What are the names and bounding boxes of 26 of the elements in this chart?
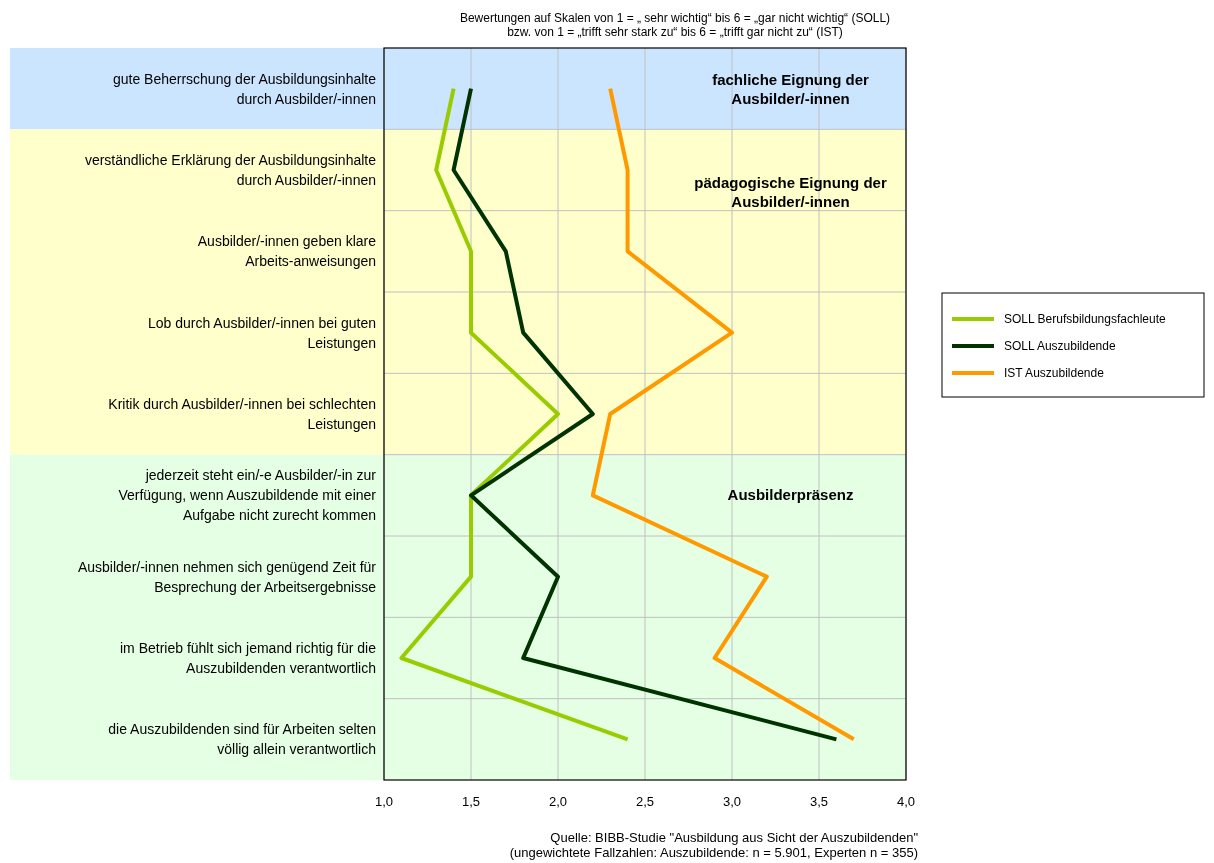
y-tick-label: Kritik durch Ausbilder/-innen bei schlechten Leistungen: [108, 396, 376, 432]
y-tick-label: gute Beherrschung der Ausbildungsinhalte durch Ausbilder/-innen: [112, 70, 377, 107]
y-tick-label: verständliche Erklärung der Ausbildungsinhalte durch Ausbilder/-innen: [84, 152, 377, 188]
x-tick-label: 2,5: [635, 794, 655, 809]
band-label: pädagogische Eignung der Ausbilder/-innen: [694, 174, 887, 210]
text: (ungewichtete Fallzahlen: Auszubildende: n = 5.901, Experten n = 355): [509, 845, 918, 860]
y-tick-label: Lob durch Ausbilder/-innen bei guten Leistungen: [147, 314, 376, 351]
band-label: Ausbilderpräsenz: [727, 486, 854, 504]
y-tick-label: im Betrieb fühlt sich jemand richtig für die Auszubildenden verantwortlich: [120, 640, 377, 676]
legend-label: SOLL Auszubildende: [1004, 339, 1116, 353]
chart-title: Bewertungen auf Skalen von 1 = „ sehr wichtig“ bis 6 = „gar nicht wichtig“ (SOLL): [459, 11, 891, 25]
band-label: fachliche Eignung der Ausbilder/-innen: [712, 70, 870, 107]
x-tick-label: 2,0: [548, 794, 568, 809]
x-tick-label: 1,5: [461, 794, 481, 809]
y-tick-label: Ausbilder/-innen nehmen sich genügend Zeit für Besprechung der Arbeitsergebnisse: [77, 558, 377, 595]
x-tick-label: 1,0: [374, 794, 394, 809]
legend-label: SOLL Berufsbildungsfachleute: [1004, 312, 1166, 326]
x-tick-label: 3,5: [809, 794, 829, 809]
legend-label: IST Auszubildende: [1004, 366, 1105, 380]
y-tick-label: Ausbilder/-innen geben klare Arbeits-anweisungen: [197, 233, 377, 270]
y-tick-label: die Auszubildenden sind für Arbeiten selten völlig allein verantwortlich: [108, 721, 376, 758]
y-tick-label: jederzeit steht ein/-e Ausbilder/-in zur Verfügung, wenn Auszubildende mit einer Aufgabe nicht zurecht kommen: [118, 467, 377, 524]
chart-subtitle: bzw. von 1 = „trifft sehr stark zu“ bis 6 = „trifft gar nicht zu“ (IST): [507, 25, 843, 39]
x-tick-label: 3,0: [722, 794, 742, 809]
source-note: Quelle: BIBB-Studie "Ausbildung aus Sicht der Auszubildenden": [550, 830, 919, 845]
x-tick-label: 4,0: [896, 794, 916, 809]
